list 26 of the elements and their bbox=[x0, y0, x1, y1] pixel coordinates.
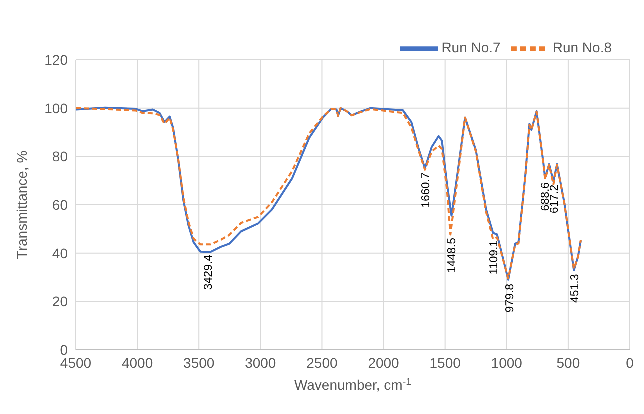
annotation: 3429.4 bbox=[202, 254, 215, 290]
x-tick-label: 500 bbox=[556, 354, 580, 371]
annotation: 1660.7 bbox=[420, 172, 433, 208]
annotation: 1109.1 bbox=[488, 240, 500, 275]
x-tick-label: 4000 bbox=[122, 354, 154, 371]
x-tick-label: 0 bbox=[626, 354, 634, 371]
x-tick-label: 2500 bbox=[306, 354, 338, 371]
x-tick-label: 1000 bbox=[491, 354, 523, 371]
x-tick-label: 3000 bbox=[245, 354, 276, 371]
y-tick-label: 40 bbox=[52, 245, 68, 262]
legend-label: Run No.7 bbox=[442, 40, 501, 56]
y-tick-label: 60 bbox=[52, 196, 68, 213]
legend-label: Run No.8 bbox=[552, 40, 612, 56]
annotation: 979.8 bbox=[504, 284, 516, 313]
y-tick-label: 20 bbox=[52, 294, 68, 310]
annotation: 617.2 bbox=[549, 184, 562, 214]
x-tick-label: 2000 bbox=[368, 354, 400, 371]
y-tick-label: 120 bbox=[44, 52, 68, 68]
y-axis-title: Transmittance, % bbox=[14, 150, 30, 260]
x-tick-label: 3500 bbox=[184, 354, 215, 371]
x-axis-title: Wavenumber, cm$^{-1}$ bbox=[294, 376, 412, 393]
y-tick-label: 80 bbox=[52, 148, 68, 165]
annotation: 1448.5 bbox=[446, 238, 459, 274]
y-tick-label: 100 bbox=[44, 100, 68, 116]
annotation: 451.3 bbox=[569, 274, 582, 304]
x-tick-label: 1500 bbox=[430, 354, 462, 371]
